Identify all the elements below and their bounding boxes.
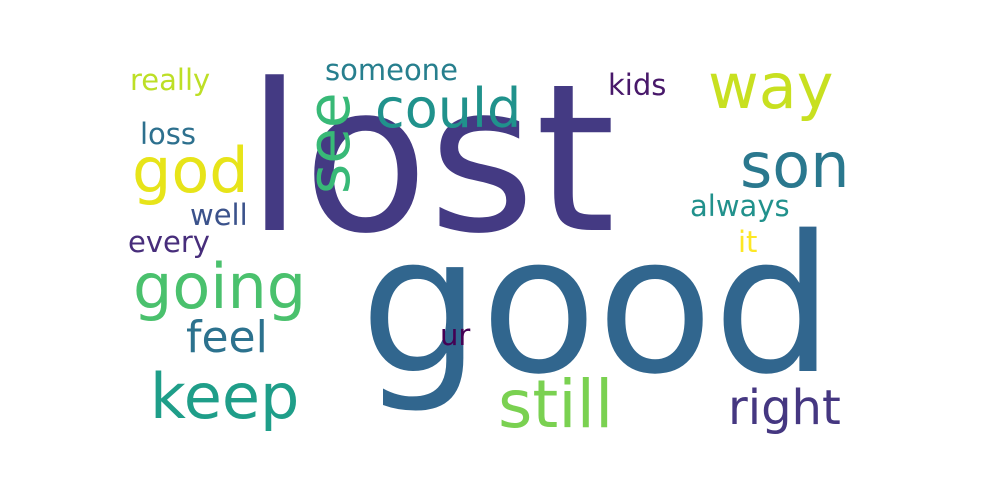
word-someone: someone xyxy=(325,53,458,87)
word-see: see xyxy=(295,92,363,194)
word-good: good xyxy=(360,195,834,416)
word-could: could xyxy=(375,77,522,140)
word-ur: ur xyxy=(440,318,471,352)
word-going: going xyxy=(133,250,307,323)
word-really: really xyxy=(130,63,211,97)
word-son: son xyxy=(740,129,850,202)
word-right: right xyxy=(728,380,841,436)
word-still: still xyxy=(498,366,614,443)
word-kids: kids xyxy=(608,68,667,102)
word-it: it xyxy=(738,225,758,259)
word-well: well xyxy=(190,198,248,232)
word-keep: keep xyxy=(150,360,300,433)
word-way: way xyxy=(708,50,834,123)
word-loss: loss xyxy=(140,117,197,151)
word-lost: lost xyxy=(246,41,616,279)
word-always: always xyxy=(690,189,790,223)
word-god: god xyxy=(132,134,249,207)
word-feel: feel xyxy=(186,312,268,363)
word-every: every xyxy=(128,225,210,259)
